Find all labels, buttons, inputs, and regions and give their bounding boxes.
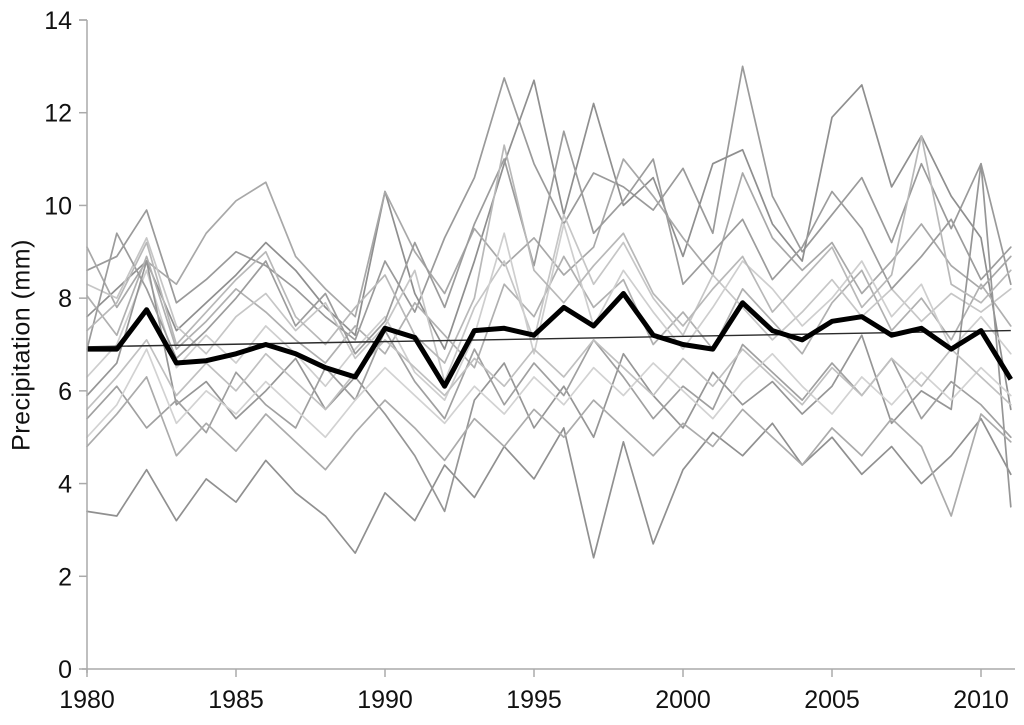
x-tick-label: 2005 [804, 686, 860, 714]
y-tick-label: 4 [58, 471, 72, 499]
y-tick-label: 6 [58, 378, 72, 406]
y-tick-label: 8 [58, 285, 72, 313]
x-tick-label: 1995 [506, 686, 562, 714]
y-tick-label: 12 [44, 100, 72, 128]
ensemble-member-12-line [86, 376, 1012, 517]
ensemble-member-6-line [86, 213, 1012, 383]
y-tick-label: 0 [58, 656, 72, 684]
ensemble-member-13-line [86, 135, 1012, 364]
ensemble-member-5-line [86, 255, 1012, 369]
y-tick-label: 14 [44, 7, 72, 35]
ensemble-member-8-line [86, 162, 1012, 513]
x-tick-label: 1980 [59, 686, 115, 714]
y-axis-title: Precipitation (mm) [7, 239, 36, 451]
ensemble-member-2-line [86, 65, 1012, 341]
ensemble-member-10-line [86, 130, 1012, 360]
y-tick-label: 10 [44, 192, 72, 220]
ensemble-mean-line [87, 291, 1013, 389]
ensemble-member-11-line [86, 348, 1012, 439]
x-tick-label: 1985 [208, 686, 264, 714]
x-tick-label: 2000 [655, 686, 711, 714]
ensemble-member-4-line [86, 158, 1012, 318]
x-tick-label: 2010 [953, 686, 1009, 714]
linear-trend-line [86, 329, 1011, 348]
ensemble-member-9-line [86, 329, 1012, 439]
ensemble-member-1-line [86, 417, 1012, 559]
y-tick-label: 2 [58, 563, 72, 591]
ensemble-member-3-line [86, 79, 1012, 411]
ensemble-member-14-line [86, 339, 1012, 411]
x-tick-label: 1990 [357, 686, 413, 714]
ensemble-member-7-line [86, 223, 1012, 401]
